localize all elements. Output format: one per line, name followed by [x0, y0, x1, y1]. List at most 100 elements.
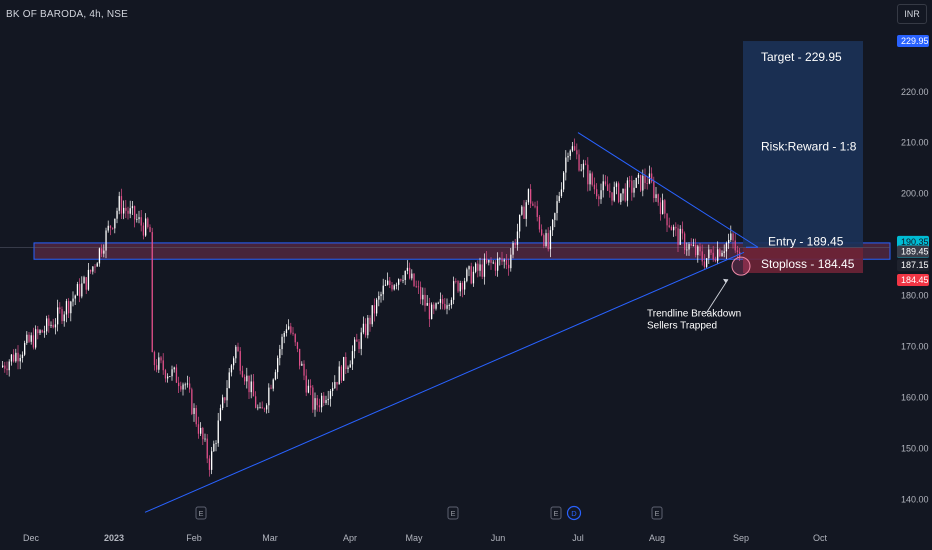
candle-body [490, 259, 492, 263]
candle-235 [519, 214, 521, 239]
candle-body [164, 370, 167, 379]
candle-body [83, 277, 85, 284]
candle-61 [136, 213, 138, 223]
candle-body [433, 304, 435, 309]
candle-body [618, 183, 620, 202]
candle-106 [235, 344, 237, 364]
candle-body [283, 333, 285, 337]
supply-zone [33, 242, 891, 260]
candle-123 [272, 378, 274, 392]
candle-71 [158, 352, 160, 373]
candle-body [587, 164, 589, 185]
candle-50 [112, 227, 114, 230]
candle-body [615, 183, 618, 187]
candle-body [162, 360, 164, 371]
candle-body [294, 334, 296, 343]
candle-21 [48, 314, 50, 333]
candle-94 [208, 455, 211, 477]
candle-body [252, 381, 255, 397]
candle-44 [98, 247, 101, 267]
candle-313 [690, 238, 692, 247]
candle-body [714, 259, 717, 262]
candle-63 [140, 210, 142, 232]
candle-4 [10, 353, 13, 366]
price-tag-current: 189.45 [897, 245, 929, 258]
price-tag-bg [897, 245, 929, 258]
candle-body [246, 375, 248, 382]
candle-29 [65, 298, 68, 323]
candle-body [323, 395, 325, 403]
candle-body [325, 400, 327, 403]
candle-64 [142, 222, 145, 240]
candle-body [545, 233, 547, 247]
candle-95 [211, 446, 213, 475]
candle-247 [545, 229, 547, 248]
candle-body [514, 242, 516, 245]
candle-19 [43, 325, 46, 338]
candle-242 [534, 201, 536, 209]
candle-14 [32, 327, 35, 350]
candle-body [266, 405, 268, 410]
candle-196 [433, 302, 435, 315]
candle-265 [585, 160, 587, 166]
price-tag-value: 229.95 [901, 36, 929, 46]
candle-264 [582, 159, 585, 178]
candle-317 [699, 243, 701, 256]
x-tick-label: Jun [491, 533, 506, 543]
candle-149 [329, 388, 332, 407]
candle-59 [131, 200, 134, 215]
candle-96 [213, 440, 215, 452]
candle-body [567, 155, 569, 158]
candle-249 [549, 226, 552, 258]
candle-28 [63, 311, 65, 327]
candle-46 [103, 244, 105, 258]
candle-15 [35, 325, 37, 350]
candle-body [193, 408, 195, 414]
candle-body [468, 266, 470, 270]
candle-body [103, 250, 105, 254]
candle-body [136, 219, 138, 220]
candle-body [305, 375, 307, 393]
x-tick-label: Apr [343, 533, 357, 543]
candle-body [54, 324, 57, 328]
candle-body [57, 307, 59, 325]
candle-body [261, 407, 263, 409]
candle-body [76, 284, 79, 296]
candle-325 [717, 241, 719, 264]
currency-button[interactable]: INR [897, 4, 927, 24]
price-tag-target: 229.95 [897, 35, 929, 48]
x-tick-label: Oct [813, 533, 828, 543]
candle-body [127, 210, 129, 214]
candle-body [642, 175, 644, 191]
candle-layer [2, 138, 741, 477]
candle-62 [138, 210, 140, 224]
candle-body [327, 398, 329, 401]
candle-53 [118, 191, 120, 215]
candle-body [662, 200, 664, 215]
candle-58 [129, 200, 131, 219]
candle-body [604, 181, 607, 185]
candle-251 [554, 212, 556, 228]
candle-body [303, 363, 305, 376]
candle-114 [252, 374, 255, 397]
candle-body [72, 298, 74, 302]
candle-body [426, 303, 428, 306]
candle-body [483, 258, 486, 277]
candle-body [112, 227, 114, 229]
candle-160 [354, 337, 356, 359]
candle-body [380, 294, 382, 297]
candle-84 [186, 375, 189, 388]
candle-body [204, 438, 206, 440]
price-tag-zone-low: 187.15 [897, 259, 929, 272]
candle-body [292, 332, 294, 335]
candle-body [629, 180, 631, 182]
candle-body [596, 189, 598, 197]
candle-body [439, 299, 442, 303]
candle-330 [728, 233, 730, 249]
candle-body [486, 258, 488, 263]
stoploss-label: Stoploss - 184.45 [761, 257, 855, 271]
candle-body [116, 210, 118, 219]
candle-body [598, 196, 600, 200]
candle-body [589, 173, 591, 185]
